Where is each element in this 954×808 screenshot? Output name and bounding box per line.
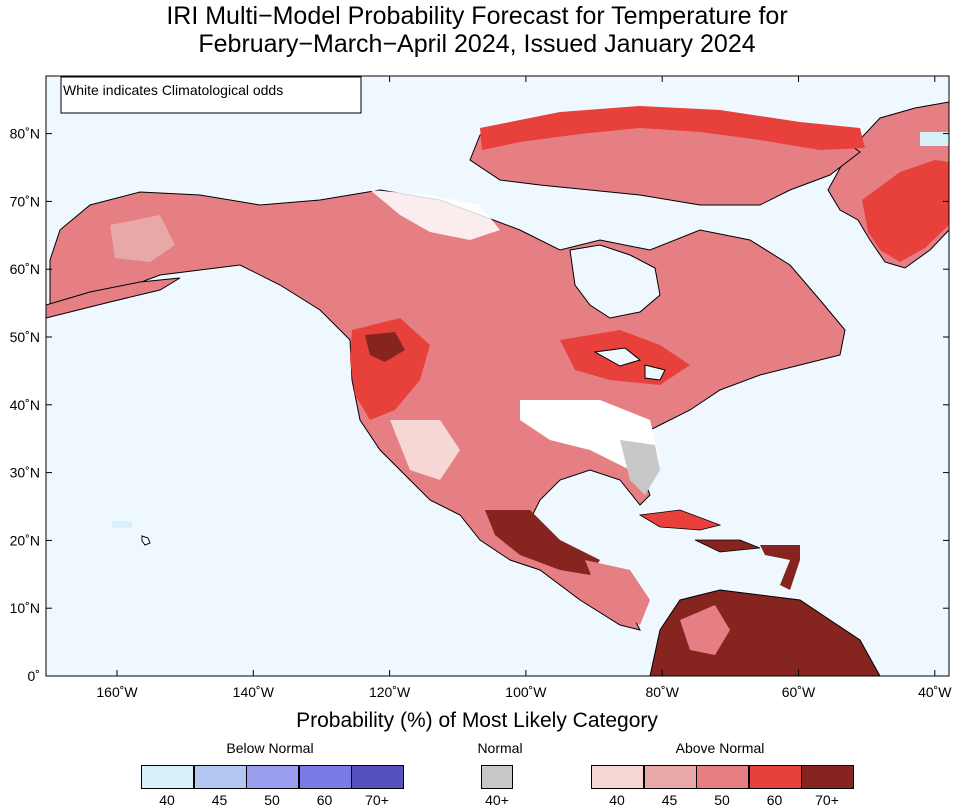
below-normal-tick-label: 70+	[365, 792, 389, 808]
above-normal-tick-label: 60	[766, 792, 783, 808]
south-america-cooler-patch	[680, 605, 730, 655]
above-normal-swatch	[591, 765, 644, 789]
lon-tick-label: 160˚W	[96, 684, 138, 700]
southeast-us-normal	[620, 440, 660, 495]
above-normal-swatch	[643, 765, 697, 789]
above-normal-label: Above Normal	[675, 740, 765, 756]
below-normal-swatch	[351, 765, 404, 789]
below-normal-swatch	[246, 765, 299, 789]
below-normal-tick-label: 40	[159, 792, 175, 808]
hudson-bay	[569, 244, 661, 319]
below-normal-tick-label: 45	[211, 792, 228, 808]
normal-label: Normal	[477, 740, 523, 756]
below-normal-swatch	[298, 765, 352, 789]
normal-tick-label: 40+	[485, 792, 509, 808]
map-frame	[45, 75, 950, 677]
alaska-climatological	[110, 215, 175, 262]
below-normal-tick-label: 60	[316, 792, 333, 808]
normal-swatch	[481, 765, 513, 789]
above-normal-swatch	[748, 765, 802, 789]
below-normal-swatch	[141, 765, 194, 789]
lon-tick-label: 80˚W	[645, 684, 679, 700]
greenland-warm-region	[862, 160, 949, 262]
hawaii	[141, 535, 151, 546]
pacific-northwest-hot	[365, 332, 405, 362]
latitude-axis: 0˚ 10˚N 20˚N 30˚N 40˚N 50˚N 60˚N 70˚N 80˚N	[10, 126, 949, 684]
lat-tick-label: 50˚N	[10, 329, 40, 345]
below-normal-tick-label: 50	[264, 792, 280, 808]
longitude-axis: 160˚W 140˚W 120˚W 100˚W 80˚W 60˚W 40˚W	[96, 76, 952, 700]
climatological-note: White indicates Climatological odds	[63, 82, 283, 98]
lat-tick-label: 0˚	[28, 668, 40, 684]
lon-tick-label: 40˚W	[918, 684, 952, 700]
hispaniola	[694, 539, 761, 553]
southwest-us-climatological	[390, 420, 460, 480]
lon-tick-label: 120˚W	[369, 684, 411, 700]
above-normal-swatch	[801, 765, 854, 789]
above-normal-swatch	[696, 765, 749, 789]
legend-title: Probability (%) of Most Likely Category	[296, 709, 658, 732]
lat-tick-label: 80˚N	[10, 126, 40, 142]
above-normal-tick-label: 70+	[815, 792, 839, 808]
lat-tick-label: 40˚N	[10, 397, 40, 413]
above-normal-tick-label: 50	[714, 792, 730, 808]
lon-tick-label: 140˚W	[233, 684, 275, 700]
lat-tick-label: 10˚N	[10, 600, 40, 616]
lat-tick-label: 60˚N	[10, 261, 40, 277]
hawaii-cool-patch	[112, 521, 132, 528]
lon-tick-label: 100˚W	[505, 684, 547, 700]
lat-tick-label: 70˚N	[10, 193, 40, 209]
climatological-zone-canada	[370, 190, 500, 240]
mexico-hot	[485, 510, 600, 575]
lat-tick-label: 20˚N	[10, 532, 40, 548]
alaska-peninsula	[46, 277, 181, 319]
caribbean-islands	[760, 545, 800, 590]
map-title-line2: February−March−April 2024, Issued Januar…	[198, 30, 756, 58]
great-lakes	[593, 347, 666, 381]
central-america-warm	[585, 560, 650, 625]
above-normal-tick-label: 40	[609, 792, 625, 808]
below-normal-label: Below Normal	[226, 740, 314, 756]
greenland-cool-patch	[920, 132, 949, 146]
note-box	[60, 76, 362, 114]
lat-tick-label: 30˚N	[10, 465, 40, 481]
lon-tick-label: 60˚W	[782, 684, 816, 700]
map-title-line1: IRI Multi−Model Probability Forecast for…	[166, 2, 788, 30]
arctic-warm-band	[480, 106, 865, 150]
below-normal-swatch	[193, 765, 247, 789]
above-normal-tick-label: 45	[661, 792, 678, 808]
cuba	[638, 509, 722, 531]
